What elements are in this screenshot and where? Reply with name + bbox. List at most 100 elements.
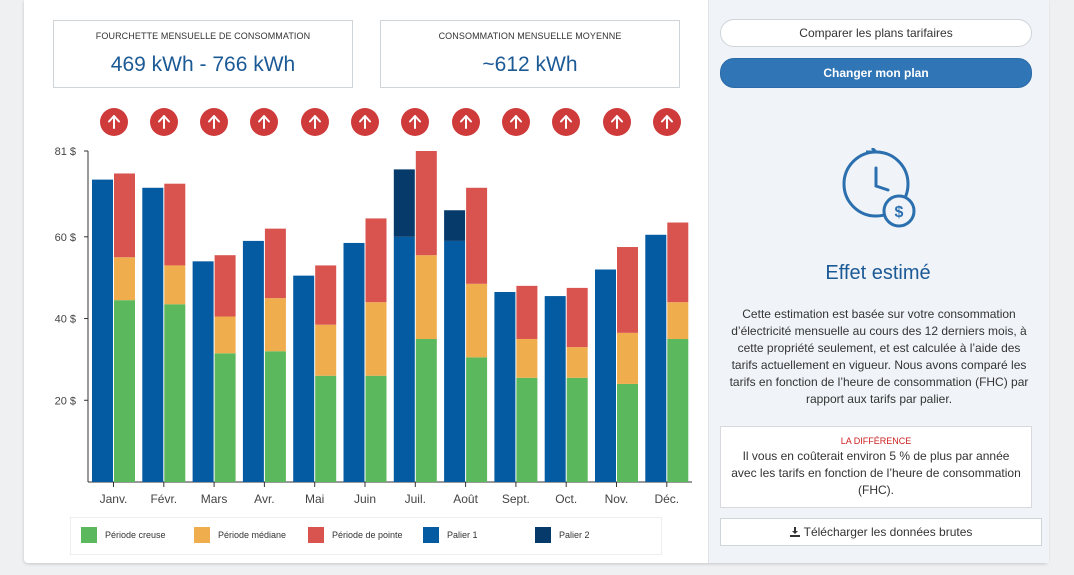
bar-tier1 xyxy=(142,187,164,482)
bar-off-peak xyxy=(164,304,186,482)
bar-mid-peak xyxy=(617,332,638,384)
bar-on-peak xyxy=(214,255,236,317)
bar-tier1 xyxy=(595,269,616,482)
bar-off-peak xyxy=(365,375,387,482)
bar-tier2 xyxy=(393,169,415,237)
arrow-up-icon xyxy=(99,108,128,136)
x-tick-label: Juil. xyxy=(405,492,426,506)
bar-mid-peak xyxy=(114,257,135,301)
legend-item-mid-peak: Période médiane xyxy=(194,527,286,543)
effect-description: Cette estimation est basée sur votre con… xyxy=(729,307,1029,406)
bar-mid-peak xyxy=(315,324,337,376)
y-tick-label: 60 $ xyxy=(55,232,76,244)
bar-tier1 xyxy=(92,179,113,483)
legend-item-off-peak: Période creuse xyxy=(81,527,166,543)
bar-off-peak xyxy=(315,375,337,482)
bar-mid-peak xyxy=(516,338,538,378)
bar-on-peak xyxy=(164,183,186,266)
legend-swatch-on-peak xyxy=(308,527,324,543)
bar-on-peak xyxy=(466,187,488,284)
compare-plans-button[interactable]: Comparer les plans tarifaires xyxy=(720,19,1032,47)
bar-tier1 xyxy=(494,291,516,482)
x-tick-label: Oct. xyxy=(555,492,577,506)
difference-label: La différence xyxy=(840,436,912,446)
bar-on-peak xyxy=(114,173,135,258)
consumption-range-box: Fourchette mensuelle de consommation 469… xyxy=(53,20,353,88)
x-tick-label: Sept. xyxy=(502,492,530,506)
bar-off-peak xyxy=(617,383,638,482)
x-tick-label: Janv. xyxy=(100,492,128,506)
bar-off-peak xyxy=(466,357,488,482)
clock-dollar-icon: $ xyxy=(842,148,916,228)
bar-on-peak xyxy=(667,222,689,303)
legend-item-tier1: Palier 1 xyxy=(423,527,478,543)
y-tick-label: 20 $ xyxy=(55,395,76,407)
arrow-up-icon xyxy=(200,108,229,136)
x-tick-label: Avr. xyxy=(254,492,274,506)
change-plan-button[interactable]: Changer mon plan xyxy=(720,58,1032,88)
bar-tier1 xyxy=(444,240,466,482)
arrow-up-icon xyxy=(351,108,379,136)
bar-mid-peak xyxy=(466,283,488,358)
bar-tier2 xyxy=(444,210,466,241)
bar-off-peak xyxy=(516,377,538,482)
arrow-up-icon xyxy=(552,108,581,136)
bar-on-peak xyxy=(566,287,588,348)
bar-mid-peak xyxy=(667,302,689,339)
bar-tier1 xyxy=(544,296,566,482)
download-raw-data-button[interactable]: Télécharger les données brutes xyxy=(720,518,1042,546)
legend-item-tier2: Palier 2 xyxy=(535,527,590,543)
effect-title: Effet estimé xyxy=(825,262,931,284)
x-tick-label: Nov. xyxy=(605,492,629,506)
arrow-up-icon xyxy=(602,108,631,136)
bar-on-peak xyxy=(315,265,337,325)
legend-label-off-peak: Période creuse xyxy=(105,530,166,540)
legend-swatch-tier1 xyxy=(423,527,439,543)
legend-swatch-off-peak xyxy=(81,527,97,543)
bar-on-peak xyxy=(617,247,638,333)
bar-tier1 xyxy=(242,240,264,482)
y-tick-label: 40 $ xyxy=(55,314,76,326)
legend-label-mid-peak: Période médiane xyxy=(218,530,287,540)
x-tick-label: Mars xyxy=(201,492,228,506)
bar-off-peak xyxy=(566,377,588,482)
bar-off-peak xyxy=(415,338,437,482)
bar-tier1 xyxy=(192,261,214,482)
bar-tier1 xyxy=(393,236,415,482)
bar-tier1 xyxy=(343,242,365,482)
download-icon xyxy=(789,527,800,537)
bar-mid-peak xyxy=(214,316,236,354)
consumption-range-label: Fourchette mensuelle de consommation xyxy=(95,31,311,41)
bar-on-peak xyxy=(415,151,437,256)
x-tick-label: Mai xyxy=(305,492,324,506)
legend-label-tier1: Palier 1 xyxy=(447,530,478,540)
difference-box: La différence Il vous en coûterait envir… xyxy=(720,426,1032,508)
arrow-up-icon xyxy=(149,108,178,136)
x-tick-label: Juin xyxy=(354,492,376,506)
bar-tier1 xyxy=(293,275,315,482)
x-tick-label: Févr. xyxy=(150,492,177,506)
bar-off-peak xyxy=(214,353,236,482)
bar-tier1 xyxy=(645,234,667,482)
difference-text: Il vous en coûterait environ 5 % de plus… xyxy=(731,449,1021,497)
x-tick-label: Déc. xyxy=(654,492,679,506)
bar-off-peak xyxy=(264,351,286,482)
y-tick-label: 81 $ xyxy=(55,146,76,158)
arrow-up-icon xyxy=(401,108,430,136)
bar-on-peak xyxy=(516,285,538,339)
legend-swatch-tier2 xyxy=(535,527,551,543)
average-consumption-label: Consommation mensuelle moyenne xyxy=(438,31,622,41)
bar-mid-peak xyxy=(415,255,437,339)
svg-text:$: $ xyxy=(895,204,904,221)
download-label: Télécharger les données brutes xyxy=(803,525,973,539)
legend-label-tier2: Palier 2 xyxy=(559,530,590,540)
monthly-cost-chart: 20 $ 40 $ 60 $ 81 $ Janv. Févr. Mars Avr. Mai Jui… xyxy=(55,146,692,506)
bar-off-peak xyxy=(114,300,135,482)
arrow-up-icon xyxy=(300,108,329,136)
legend-label-on-peak: Période de pointe xyxy=(332,530,403,540)
bar-off-peak xyxy=(667,338,689,482)
average-consumption-value: ~612 kWh xyxy=(482,53,578,76)
bar-on-peak xyxy=(365,218,387,303)
arrow-up-icon xyxy=(652,108,681,136)
x-tick-label: Août xyxy=(453,492,478,506)
